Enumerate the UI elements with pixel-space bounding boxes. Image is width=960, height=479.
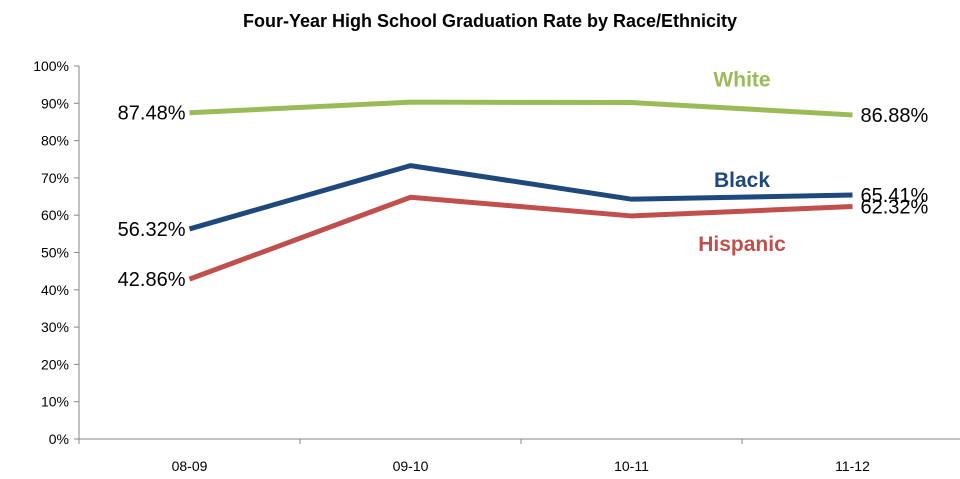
series-line-white — [189, 99, 853, 118]
x-tick-label: 08-09 — [172, 458, 208, 474]
series-line-hispanic — [188, 194, 853, 282]
series-line-black — [188, 163, 853, 232]
y-tick-label: 60% — [41, 207, 69, 223]
y-tick-label: 70% — [41, 170, 69, 186]
data-label: 86.88% — [861, 105, 929, 127]
x-tick-label: 11-12 — [835, 458, 870, 474]
data-label: 87.48% — [118, 103, 186, 125]
y-tick-label: 100% — [33, 58, 69, 74]
chart-title: Four-Year High School Graduation Rate by… — [243, 11, 737, 31]
x-tick-label: 10-11 — [614, 458, 649, 474]
y-tick-label: 40% — [41, 282, 69, 298]
series-name-label: Hispanic — [698, 233, 786, 256]
series-layer — [188, 99, 853, 282]
data-label: 42.86% — [118, 269, 186, 291]
y-tick-label: 20% — [41, 356, 69, 372]
data-label: 56.32% — [118, 219, 186, 241]
x-tick-label: 09-10 — [393, 458, 429, 474]
data-label: 62.32% — [861, 197, 929, 219]
series-name-label: White — [713, 69, 770, 92]
labels-layer: 87.48% 86.88% White 56.32% 65.41% Black 42.86%… — [118, 69, 929, 291]
y-tick-label: 0% — [49, 431, 69, 447]
axes: 0% 10% 20% 30% 40% 50% 60% 70% 80% 90% 100% 08-09 09… — [33, 58, 960, 474]
y-tick-label: 30% — [41, 319, 69, 335]
data-label: 65.41% — [861, 185, 929, 207]
y-tick-label: 50% — [41, 245, 69, 261]
y-tick-label: 90% — [41, 95, 69, 111]
series-name-label: Black — [714, 169, 770, 192]
y-tick-label: 80% — [41, 133, 69, 149]
y-tick-label: 10% — [41, 394, 69, 410]
